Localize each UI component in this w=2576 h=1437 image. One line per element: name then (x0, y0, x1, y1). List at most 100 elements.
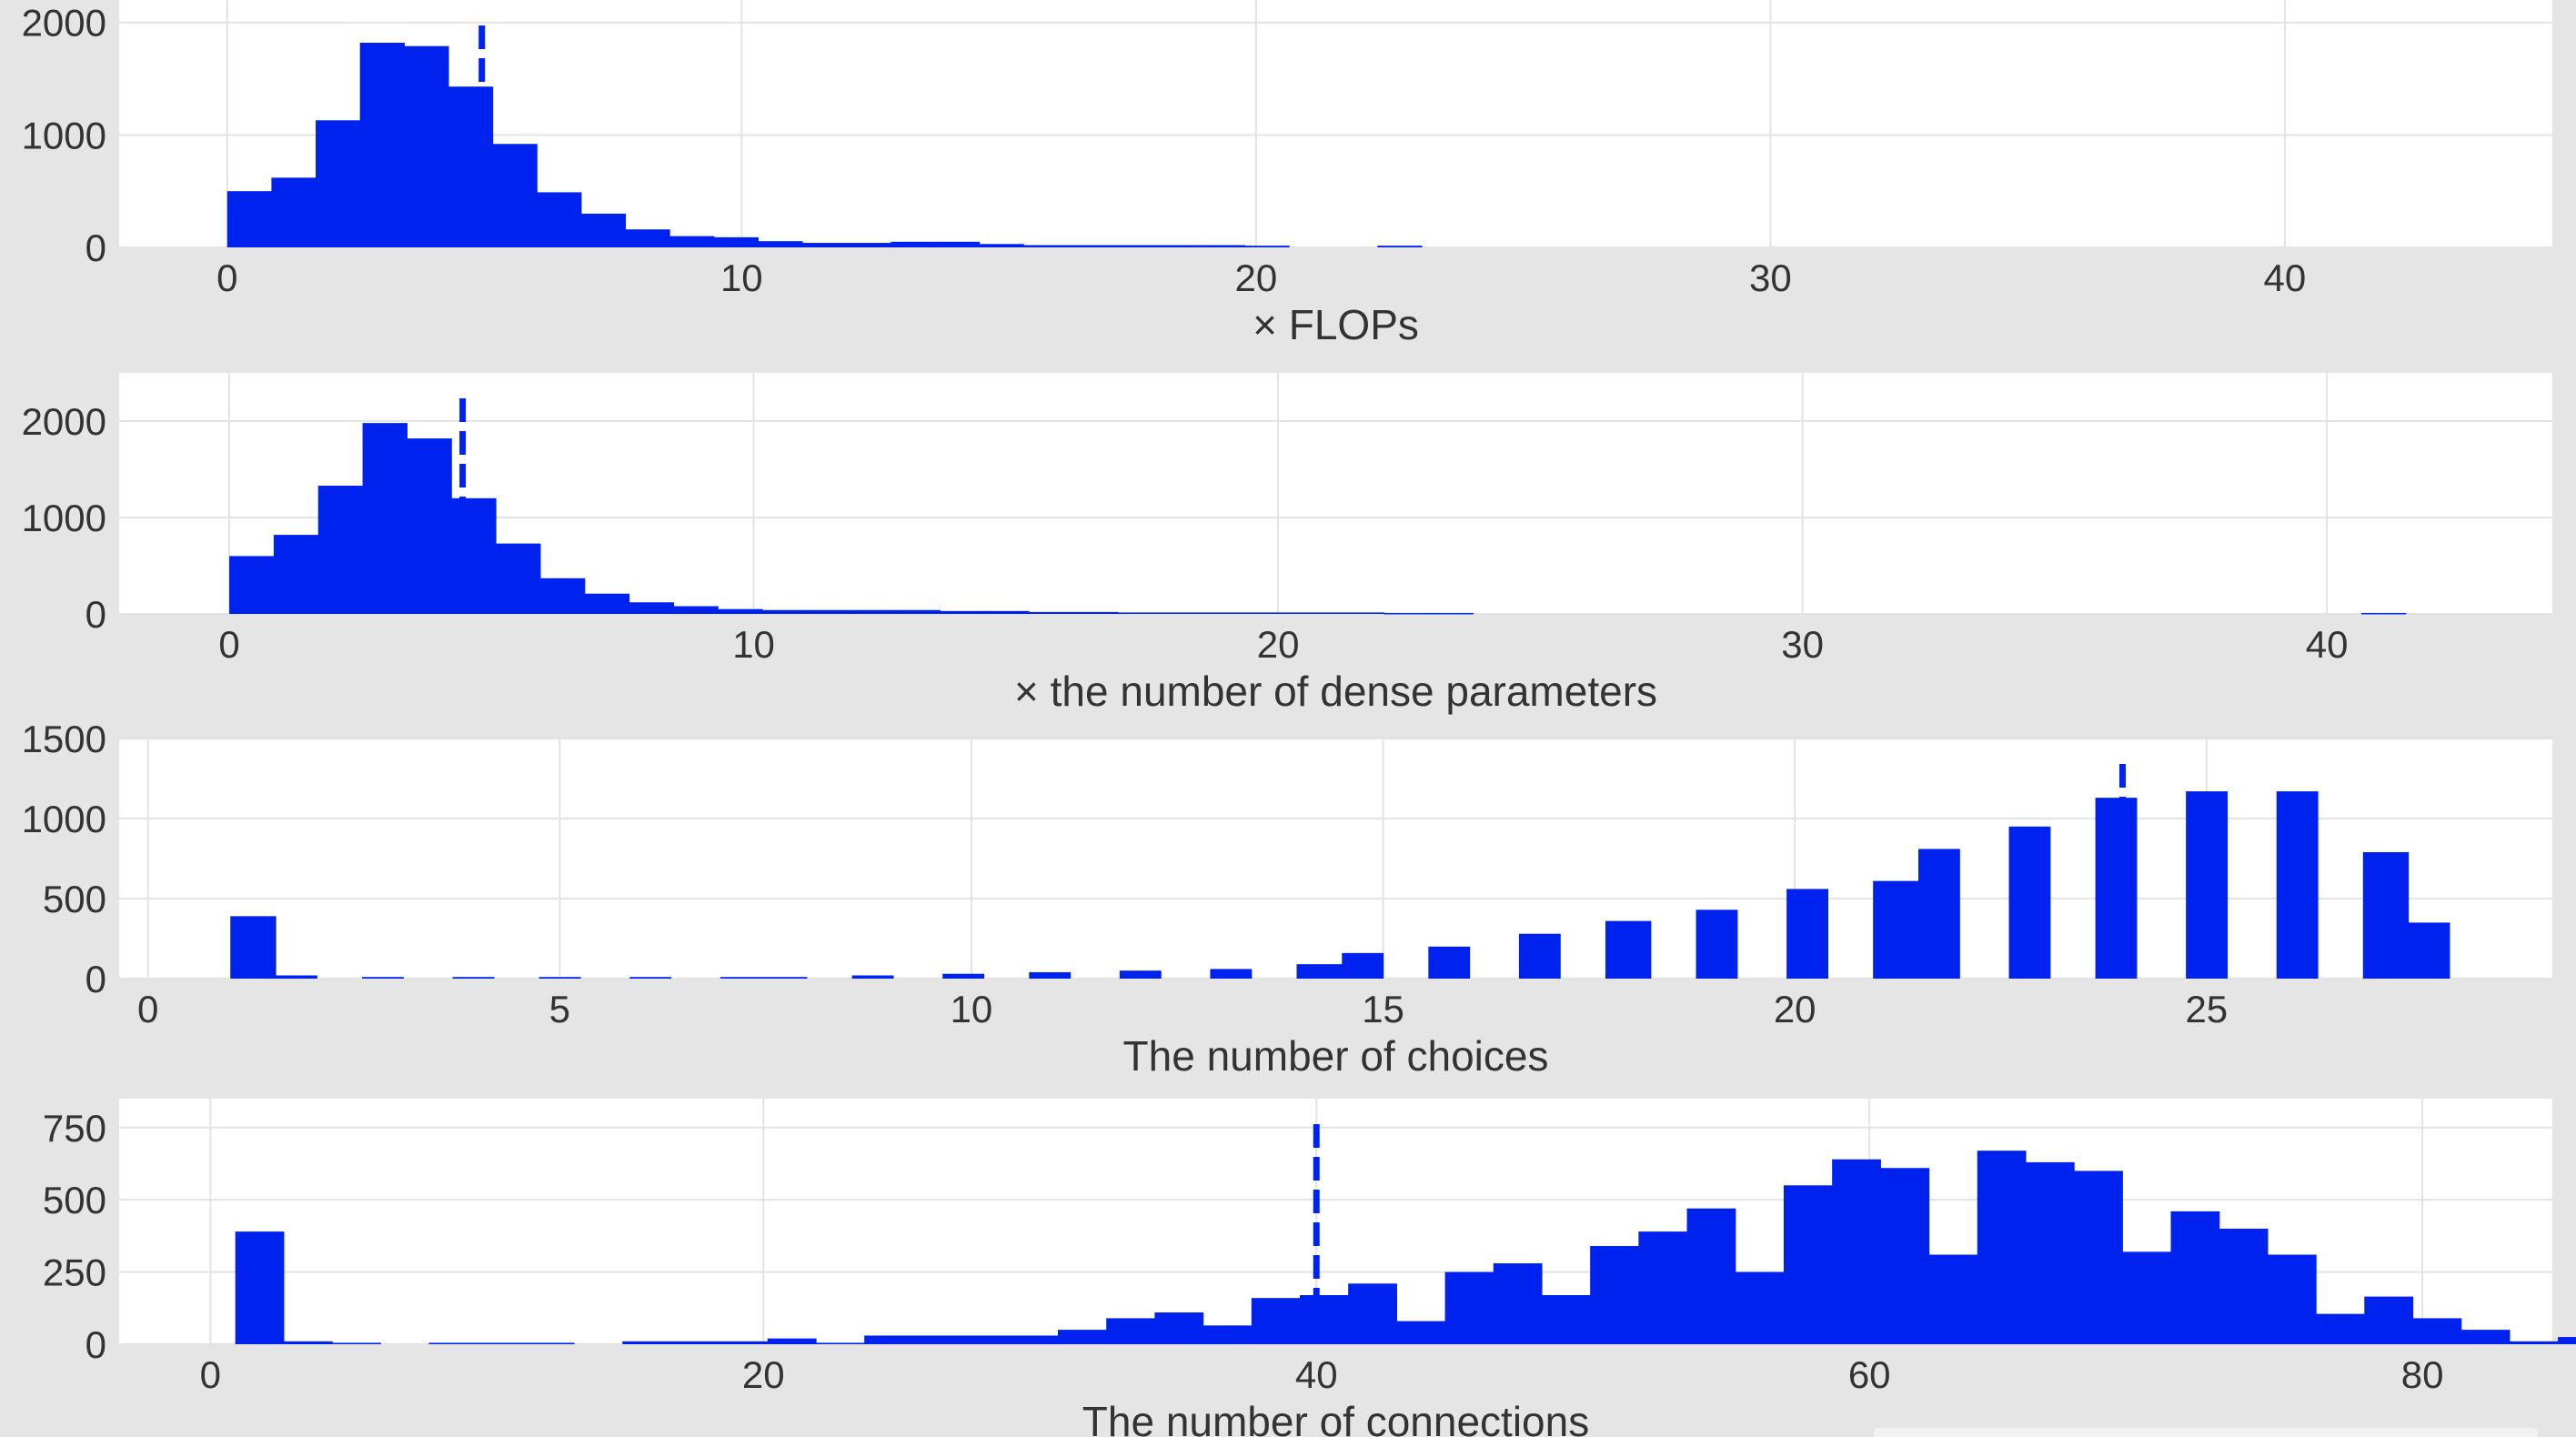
histogram-bar (1696, 909, 1738, 979)
x-tick-label: 20 (1257, 623, 1300, 666)
histogram-bar (428, 1342, 478, 1344)
x-axis-title: The number of choices (1123, 1032, 1549, 1080)
histogram-bar (2122, 1251, 2172, 1344)
histogram-bar (713, 236, 759, 247)
histogram-bar (670, 1341, 720, 1344)
x-tick-label: 0 (218, 623, 239, 666)
histogram-bar (2460, 1330, 2511, 1344)
histogram-bar (317, 486, 364, 614)
histogram-bar (1638, 1231, 1688, 1344)
x-tick-label: 40 (1295, 1353, 1338, 1396)
x-tick-label: 10 (732, 623, 775, 666)
histogram-bar (283, 1341, 333, 1344)
y-tick-label: 250 (43, 1251, 106, 1294)
subplot-4: 0 20 40 60 80 0 250 500 750 The number of connect… (43, 1099, 2576, 1437)
histogram-bar (2074, 1171, 2123, 1344)
histogram-bar (940, 610, 985, 614)
histogram-bar (2186, 791, 2229, 979)
x-tick-label: 5 (549, 988, 570, 1030)
histogram-bar (1928, 1254, 1978, 1344)
histogram-bar (762, 609, 808, 614)
histogram-bar (492, 144, 538, 247)
histogram-bar (625, 229, 670, 247)
histogram-bar (1244, 246, 1290, 247)
histogram-bar (1294, 612, 1341, 614)
histogram-bar (851, 975, 894, 979)
histogram-bar (1162, 612, 1207, 614)
histogram-bar (1029, 611, 1074, 614)
histogram-bar (2025, 1161, 2075, 1344)
histogram-bar (758, 241, 803, 247)
histogram-bar (332, 1342, 381, 1344)
y-tick-label: 500 (43, 878, 106, 920)
histogram-bar (942, 973, 985, 979)
histogram-bar (984, 610, 1030, 614)
subplot-2: 0 10 20 30 40 0 1000 2000 × the number of dense … (22, 373, 2552, 715)
histogram-bar (912, 1335, 962, 1344)
histogram-bar (580, 213, 627, 247)
histogram-bar (226, 191, 272, 247)
histogram-bar (2170, 1211, 2220, 1344)
x-tick-label: 60 (1848, 1353, 1891, 1396)
histogram-bar (802, 243, 848, 247)
histogram-bar (2267, 1254, 2317, 1344)
histogram-bar (407, 438, 452, 614)
histogram-bar (1154, 1312, 1204, 1344)
y-tick-label: 0 (86, 593, 106, 636)
histogram-bar (1251, 1298, 1301, 1344)
histogram-bar (271, 177, 317, 247)
histogram-bar (719, 1341, 769, 1344)
histogram-bar (452, 977, 495, 979)
histogram-bar (538, 977, 581, 979)
histogram-bar (1686, 1208, 1736, 1344)
histogram-bar (1783, 1185, 1833, 1344)
histogram-bar (816, 1342, 865, 1344)
x-tick-label: 20 (1774, 988, 1816, 1030)
histogram-bar (850, 609, 897, 614)
x-axis-title: The number of connections (1082, 1398, 1589, 1437)
histogram-bar (537, 192, 582, 247)
y-tick-label: 750 (43, 1107, 106, 1150)
y-tick-label: 500 (43, 1179, 106, 1221)
x-tick-label: 25 (2185, 988, 2228, 1030)
histogram-bar (2360, 612, 2407, 615)
histogram-bar (1023, 245, 1069, 247)
histogram-bar (525, 1342, 575, 1344)
histogram-bar (1735, 1271, 1785, 1344)
histogram-bar (719, 977, 808, 979)
y-tick-label: 1000 (22, 497, 106, 539)
histogram-bar (1518, 933, 1561, 979)
histogram-bar (806, 609, 852, 614)
histogram-bar (2509, 1341, 2559, 1344)
y-tick-label: 0 (86, 958, 106, 1000)
histogram-bar (1202, 1325, 1253, 1344)
histogram-bar (1156, 245, 1202, 247)
x-tick-label: 80 (2401, 1353, 2444, 1396)
histogram-bar (895, 609, 941, 614)
y-tick-label: 1000 (22, 798, 106, 840)
histogram-bar (718, 608, 763, 614)
histogram-bar (2095, 798, 2138, 979)
histogram-bar (629, 977, 672, 979)
histogram-bar (584, 593, 630, 614)
histogram-bar (2558, 1337, 2576, 1344)
y-tick-label: 2000 (22, 400, 106, 443)
y-tick-label: 1000 (22, 114, 106, 156)
x-tick-label: 10 (720, 256, 763, 299)
histogram-bar (1112, 245, 1157, 247)
histogram-bar (1029, 971, 1072, 979)
histogram-bar (846, 243, 891, 247)
histogram-bar (1917, 849, 1960, 979)
subplot-3: 0 5 10 15 20 25 0 500 1000 1500 The number of choi… (22, 718, 2552, 1080)
histogram-bar (496, 543, 541, 614)
histogram-bar (673, 606, 719, 614)
x-tick-label: 0 (216, 256, 237, 299)
histogram-bar (1873, 880, 1919, 979)
histogram-bar (2364, 1296, 2414, 1344)
histogram-bar (1590, 1246, 1639, 1344)
histogram-bar (1493, 1263, 1543, 1344)
histogram-bar (1880, 1168, 1930, 1344)
histogram-bar (1206, 612, 1252, 614)
legend-box-edge (1874, 1428, 2538, 1437)
